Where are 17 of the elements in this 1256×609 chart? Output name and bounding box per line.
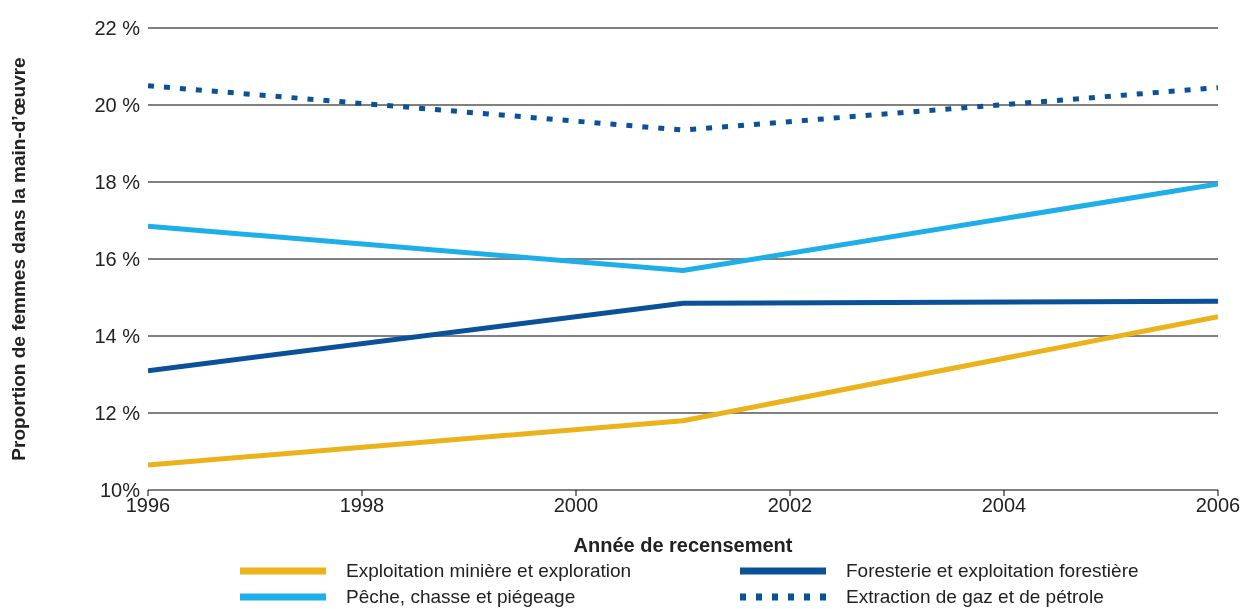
legend-label: Pêche, chasse et piégeage xyxy=(346,586,576,608)
x-tick-label: 1998 xyxy=(339,494,385,517)
y-tick-label: 22 % xyxy=(94,17,141,40)
legend-label: Foresterie et exploitation forestière xyxy=(846,560,1139,582)
y-tick-label: 12 % xyxy=(94,402,141,425)
x-tick-label: 2006 xyxy=(1195,494,1241,517)
x-axis-title: Année de recensement xyxy=(573,534,793,556)
x-tick-label: 2004 xyxy=(981,494,1027,517)
legend-label: Extraction de gaz et de pétrole xyxy=(846,586,1104,608)
y-tick-label: 14 % xyxy=(94,325,141,348)
y-tick-label: 16 % xyxy=(94,248,141,271)
x-tick-label: 2002 xyxy=(767,494,813,517)
legend-label: Exploitation minière et exploration xyxy=(346,560,632,582)
y-tick-label: 18 % xyxy=(94,171,141,194)
y-axis-title: Proportion de femmes dans la main-d’œuvre xyxy=(7,57,29,461)
y-tick-label: 20 % xyxy=(94,94,141,117)
x-tick-label: 2000 xyxy=(553,494,599,517)
